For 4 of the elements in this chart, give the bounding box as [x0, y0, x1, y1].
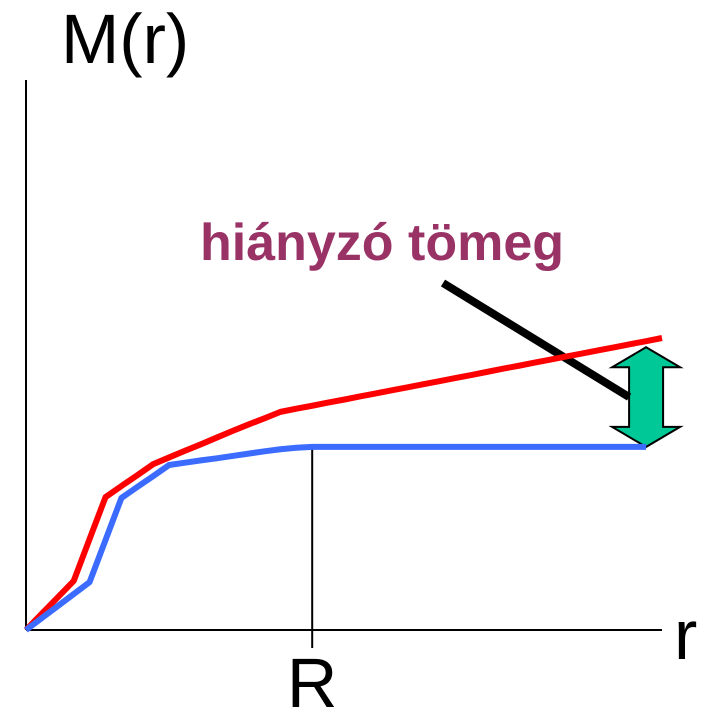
- text: hiányzó tömeg: [200, 214, 564, 272]
- x-axis-title: r: [674, 596, 698, 674]
- text: R: [286, 644, 338, 712]
- y-axis-title: M(r): [61, 0, 190, 78]
